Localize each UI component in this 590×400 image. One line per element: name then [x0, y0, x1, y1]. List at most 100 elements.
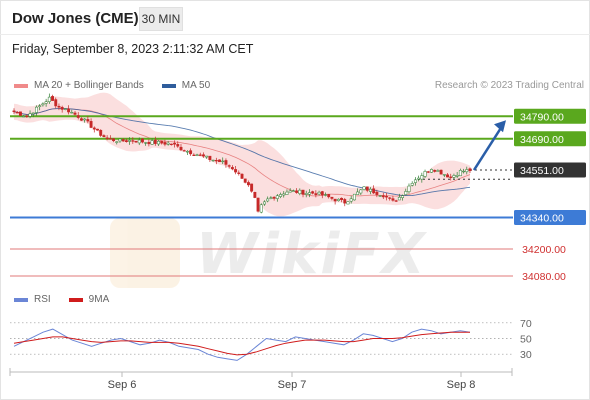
candle-body	[307, 192, 311, 195]
candle-body	[263, 201, 266, 205]
candle-body	[413, 179, 417, 183]
rsi-level-label: 70	[520, 318, 532, 330]
candle-body	[446, 174, 449, 178]
candle-body	[285, 191, 289, 195]
rsi-level-label: 30	[520, 349, 532, 361]
candle-body	[137, 139, 141, 144]
legend-item-ma20: MA 20 + Bollinger Bands	[14, 80, 144, 91]
candle-body	[47, 96, 51, 102]
candle-body	[99, 129, 103, 136]
candle-body	[44, 101, 48, 104]
candle-body	[378, 195, 382, 197]
legend-label-rsi: RSI	[34, 294, 51, 305]
candle-body	[336, 198, 340, 201]
candle-body	[340, 197, 343, 200]
ma50-swatch	[161, 83, 176, 88]
candle-body	[205, 155, 209, 158]
candle-body	[115, 141, 119, 143]
candle-body	[224, 160, 228, 165]
rsi-swatch	[14, 297, 28, 302]
candle-body	[22, 115, 26, 118]
bollinger-band	[14, 92, 470, 217]
price-legend: MA 20 + Bollinger Bands MA 50	[14, 80, 228, 91]
candle-body	[442, 174, 446, 176]
candle-body	[279, 194, 282, 197]
candle-body	[134, 140, 138, 143]
x-tick-label: Sep 7	[278, 379, 307, 391]
candle-body	[253, 191, 257, 198]
candle-body	[173, 142, 177, 145]
candle-body	[439, 169, 443, 175]
candle-body	[141, 138, 144, 143]
candle-body	[320, 191, 324, 196]
legend-item-rsi-ma: 9MA	[68, 294, 110, 305]
candle-body	[157, 140, 160, 145]
candle-body	[250, 183, 254, 192]
candle-body	[449, 176, 453, 178]
candle-body	[385, 196, 388, 198]
legend-item-ma50: MA 50	[161, 80, 211, 91]
candle-body	[108, 138, 112, 140]
candle-body	[112, 138, 115, 142]
candle-body	[189, 150, 193, 155]
candle-body	[394, 200, 398, 202]
level-label: 34690.00	[520, 134, 564, 146]
ma50-line	[13, 108, 471, 197]
candle-body	[298, 189, 302, 194]
rsi-line	[13, 328, 471, 361]
candle-body	[333, 198, 337, 202]
candle-body	[327, 194, 331, 198]
candle-body	[218, 159, 221, 163]
candle-body	[243, 178, 247, 183]
candle-body	[237, 172, 241, 174]
candle-body	[163, 142, 167, 145]
candle-body	[76, 115, 80, 118]
candle-body	[468, 168, 472, 171]
candle-body	[420, 175, 424, 180]
candle-body	[79, 118, 83, 121]
candle-body	[12, 110, 16, 113]
candle-body	[15, 112, 19, 114]
candle-body	[436, 170, 440, 172]
candle-body	[28, 113, 32, 117]
candle-body	[346, 201, 350, 205]
candle-body	[38, 105, 42, 107]
timeframe-badge[interactable]: 30 MIN	[139, 7, 183, 31]
candle-body	[291, 190, 295, 192]
candle-body	[311, 191, 315, 194]
candle-body	[160, 140, 164, 144]
legend-label-rsi-ma: 9MA	[88, 294, 110, 305]
candle-body	[256, 197, 260, 212]
candle-body	[202, 154, 205, 157]
candle-body	[381, 195, 385, 198]
candle-body	[452, 175, 456, 178]
rsi-level-label: 50	[520, 334, 532, 346]
candle-body	[324, 194, 327, 196]
candle-body	[234, 169, 238, 173]
candle-body	[227, 165, 231, 167]
candle-body	[121, 139, 125, 142]
candle-body	[73, 112, 77, 115]
candle-body	[51, 96, 54, 101]
candle-body	[423, 171, 427, 177]
candle-body	[147, 141, 151, 145]
candle-body	[433, 169, 437, 172]
candle-body	[195, 154, 199, 156]
candle-body	[349, 198, 353, 202]
rsi-ma-swatch	[68, 297, 83, 302]
candle-body	[18, 111, 22, 116]
candle-body	[375, 191, 379, 195]
candle-body	[67, 108, 71, 113]
candle-body	[259, 204, 263, 213]
candle-body	[365, 186, 369, 191]
candle-body	[182, 150, 186, 152]
candle-body	[359, 189, 363, 194]
legend-label-ma50: MA 50	[181, 80, 211, 91]
candle-body	[417, 177, 421, 180]
candle-body	[391, 198, 395, 201]
candle-body	[269, 197, 273, 199]
candle-body	[214, 159, 218, 162]
research-credit: Research © 2023 Trading Central	[434, 80, 584, 91]
candle-body	[144, 142, 148, 144]
